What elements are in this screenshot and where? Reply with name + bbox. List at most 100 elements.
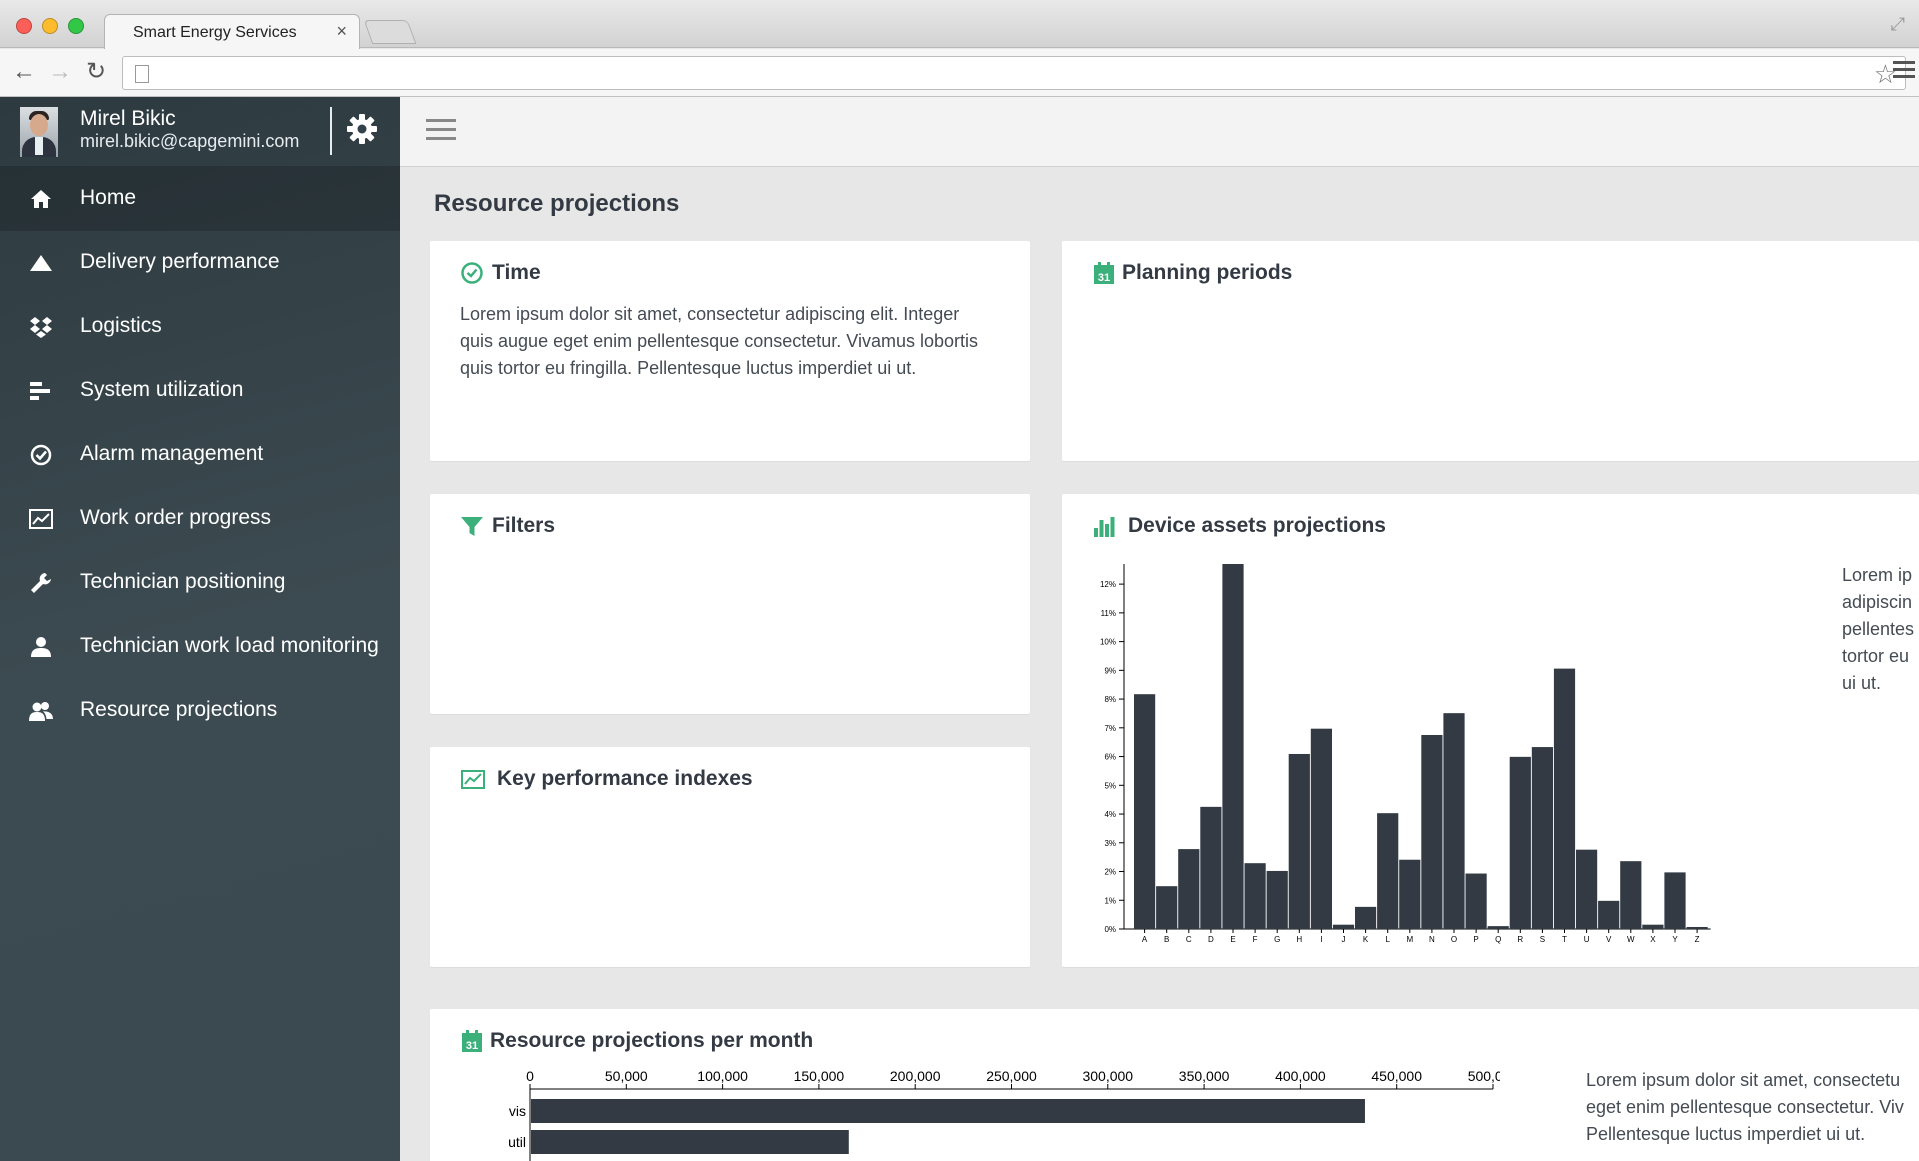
sidebar-item-technician-work-load-monitoring[interactable]: Technician work load monitoring	[0, 615, 400, 679]
bar	[1443, 713, 1465, 929]
y-tick-label: 1%	[1104, 896, 1116, 905]
x-tick-label: K	[1363, 935, 1369, 944]
bookmark-star-icon[interactable]: ☆	[1873, 59, 1897, 89]
sidebar-item-delivery-performance[interactable]: Delivery performance	[0, 231, 400, 295]
sidebar-item-label: Work order progress	[80, 506, 272, 529]
close-window-button[interactable]	[16, 18, 32, 34]
x-tick-label: 250,000	[986, 1069, 1037, 1084]
x-tick-label: 350,000	[1179, 1069, 1230, 1084]
x-tick-label: 450,000	[1371, 1069, 1422, 1084]
minimize-window-button[interactable]	[42, 18, 58, 34]
forward-icon[interactable]: →	[48, 58, 72, 85]
bar	[1200, 806, 1222, 929]
bar	[1178, 849, 1200, 929]
sidebar-item-label: Logistics	[80, 314, 162, 337]
sidebar-item-resource-projections[interactable]: Resource projections	[0, 679, 400, 743]
user-profile: Mirel Bikic mirel.bikic@capgemini.com	[0, 97, 400, 167]
x-tick-label: G	[1274, 935, 1280, 944]
users-icon	[29, 702, 53, 721]
bar	[1531, 747, 1553, 929]
address-bar[interactable]: ☆	[122, 56, 1906, 90]
clock-icon	[461, 262, 483, 284]
x-tick-label: M	[1406, 935, 1413, 944]
user-email: mirel.bikic@capgemini.com	[80, 131, 300, 151]
bar	[1222, 564, 1244, 929]
time-card-text-line: Lorem ipsum dolor sit amet, consectetur …	[460, 304, 960, 324]
browser-tab[interactable]: Smart Energy Services ×	[104, 14, 360, 49]
x-tick-label: 100,000	[697, 1069, 748, 1084]
y-tick-label: 4%	[1104, 810, 1116, 819]
hamburger-menu-icon[interactable]	[426, 119, 456, 146]
filters-title: Filters	[492, 514, 556, 537]
sidebar-item-label: Delivery performance	[80, 250, 280, 273]
device-assets-text-line: pellentes	[1842, 619, 1915, 639]
bar	[1487, 926, 1509, 929]
bar	[1310, 728, 1332, 929]
sidebar-item-work-order-progress[interactable]: Work order progress	[0, 487, 400, 551]
close-tab-icon[interactable]: ×	[336, 21, 347, 41]
device-assets-chart: 0% 1% 2% 3% 4% 5% 6% 7% 8% 9% 10% 11% 12% A B C D E F G H I J K…	[1100, 564, 1711, 944]
sidebar-item-logistics[interactable]: Logistics	[0, 295, 400, 359]
bar	[1686, 926, 1708, 929]
bar	[1620, 861, 1642, 929]
sidebar-item-label: Resource projections	[80, 698, 278, 721]
browser-menu-icon[interactable]	[1893, 61, 1915, 82]
x-tick-label: A	[1142, 935, 1148, 944]
sidebar-item-label: Alarm management	[80, 442, 264, 465]
sidebar-item-system-utilization[interactable]: System utilization	[0, 359, 400, 423]
new-tab-button[interactable]	[363, 20, 417, 44]
device-assets-title: Device assets projections	[1128, 514, 1386, 537]
monthly-projections-text-line: Pellentesque luctus imperdiet ui ut.	[1586, 1124, 1866, 1144]
bar	[1266, 870, 1288, 929]
y-tick-label: 11%	[1101, 609, 1116, 618]
filters-card: Filters	[430, 494, 1030, 714]
avatar	[20, 107, 58, 157]
time-card-title: Time	[492, 261, 541, 284]
category-label: util	[508, 1134, 526, 1150]
x-tick-label: Q	[1495, 935, 1501, 944]
bar	[531, 1099, 1365, 1123]
zoom-window-button[interactable]	[68, 18, 84, 34]
x-tick-label: V	[1606, 935, 1612, 944]
triangle-icon	[30, 255, 52, 271]
x-tick-label: F	[1253, 935, 1258, 944]
reload-icon[interactable]: ↻	[86, 58, 107, 85]
bar-chart-icon	[1094, 517, 1115, 537]
monthly-projections-chart: 0 50,000 100,000 150,000 200,000 250,000 300,0…	[508, 1069, 1500, 1161]
y-tick-label: 3%	[1104, 839, 1116, 848]
gear-icon[interactable]	[346, 113, 378, 145]
x-tick-label: 400,000	[1275, 1069, 1326, 1084]
sidebar-item-alarm-management[interactable]: Alarm management	[0, 423, 400, 487]
sidebar-item-home[interactable]: Home	[0, 167, 400, 231]
y-tick-label: 10%	[1100, 638, 1116, 647]
back-icon[interactable]: ←	[12, 58, 36, 85]
x-tick-label: B	[1164, 935, 1169, 944]
x-tick-label: R	[1517, 935, 1523, 944]
sidebar-item-technician-positioning[interactable]: Technician positioning	[0, 551, 400, 615]
x-tick-label: 50,000	[605, 1069, 648, 1084]
bar	[1399, 859, 1421, 929]
x-tick-label: T	[1562, 935, 1567, 944]
fullscreen-icon[interactable]: ⤢	[1890, 14, 1905, 34]
y-tick-label: 12%	[1100, 580, 1116, 589]
x-tick-label: E	[1230, 935, 1235, 944]
bar	[1134, 694, 1156, 929]
x-tick-label: Z	[1695, 935, 1700, 944]
user-icon	[31, 637, 51, 657]
x-tick-label: D	[1208, 935, 1214, 944]
filter-icon	[461, 517, 483, 536]
y-tick-label: 7%	[1104, 724, 1116, 733]
page-icon	[135, 65, 149, 83]
sidebar-item-label: Home	[80, 186, 137, 209]
check-circle-icon	[30, 444, 52, 466]
monthly-projections-title: Resource projections per month	[490, 1029, 814, 1052]
monthly-projections-text-line: Lorem ipsum dolor sit amet, consectetu	[1586, 1070, 1901, 1090]
sidebar-item-label: System utilization	[80, 378, 244, 401]
calendar-day: 31	[466, 1040, 478, 1052]
x-tick-label: Y	[1672, 935, 1678, 944]
device-assets-text: Lorem ip adipiscin pellentes tortor eu u…	[1842, 562, 1919, 697]
time-card: Time Lorem ipsum dolor sit amet, consect…	[430, 241, 1030, 461]
device-assets-text-line: Lorem ip	[1842, 565, 1913, 585]
y-tick-label: 5%	[1104, 781, 1116, 790]
home-icon	[31, 190, 51, 208]
